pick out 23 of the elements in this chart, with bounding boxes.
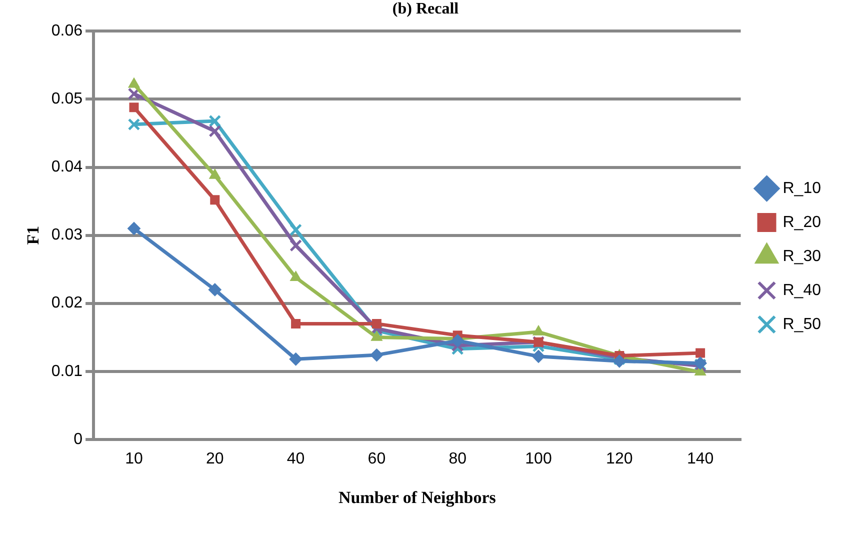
x-tick-label: 80: [448, 450, 467, 468]
y-tick-label: 0: [74, 430, 83, 448]
x-axis-title: Number of Neighbors: [338, 488, 496, 508]
y-axis-title: F1: [24, 226, 43, 245]
x-tick-label: 100: [525, 450, 552, 468]
y-tick-label: 0.04: [51, 158, 83, 176]
y-tick-label: 0.02: [51, 294, 83, 312]
legend-label: R_50: [782, 316, 822, 333]
y-tick-label: 0.05: [51, 90, 83, 108]
x-tick-label: 20: [206, 450, 224, 468]
x-tick-label: 10: [125, 450, 143, 468]
x-tick-label: 60: [368, 450, 386, 468]
x-tick-label: 40: [286, 450, 305, 468]
legend-label: R_20: [782, 214, 822, 231]
legend-label: R_40: [782, 282, 822, 299]
x-tick-label: 120: [606, 450, 633, 468]
y-tick-label: 0.03: [51, 226, 83, 244]
x-tick-label: 140: [686, 450, 714, 468]
y-tick-label: 0.01: [51, 362, 83, 380]
chart-title: (b) Recall: [392, 0, 460, 18]
legend-label: R_10: [782, 180, 822, 197]
legend-label: R_30: [782, 248, 822, 265]
y-tick-label: 0.06: [51, 22, 83, 40]
